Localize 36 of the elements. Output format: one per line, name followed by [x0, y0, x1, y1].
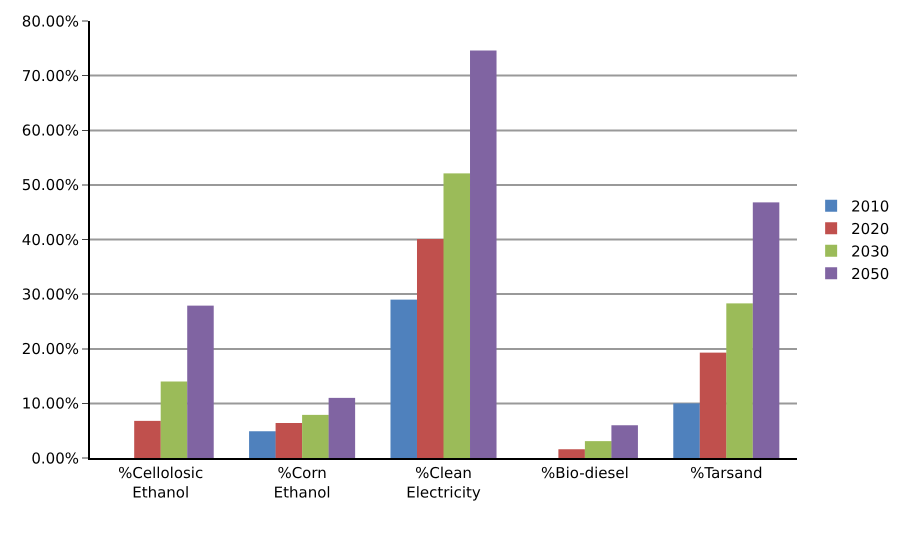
legend-label: 2010 — [851, 198, 890, 216]
bar — [416, 238, 444, 458]
y-tick-label: 60.00% — [22, 122, 79, 140]
bar — [611, 425, 638, 458]
bar — [302, 414, 329, 458]
bar — [249, 431, 276, 458]
x-tick-label: %Cellolosic Ethanol — [118, 464, 204, 502]
bar — [584, 441, 612, 458]
y-tick-label: 0.00% — [31, 449, 79, 468]
bar — [160, 382, 188, 458]
bar — [673, 403, 700, 458]
legend-label: 2030 — [851, 242, 890, 261]
bar — [187, 306, 214, 458]
x-tick-label: %Corn Ethanol — [274, 464, 331, 502]
y-tick-label: 30.00% — [22, 285, 79, 304]
y-tick-label: 70.00% — [22, 66, 79, 85]
y-tick-label: 20.00% — [22, 340, 79, 358]
bar — [276, 423, 302, 458]
bar — [470, 50, 497, 458]
bar — [444, 173, 470, 458]
x-tick-label: %Bio-diesel — [541, 464, 629, 482]
bar — [726, 303, 753, 458]
bar — [390, 300, 417, 458]
x-tick-label: %Clean Electricity — [406, 464, 481, 502]
bar — [700, 352, 726, 458]
bar — [558, 449, 585, 458]
y-tick-label: 10.00% — [22, 394, 79, 413]
y-tick-label: 40.00% — [22, 230, 79, 249]
bar — [328, 398, 356, 458]
bar — [752, 202, 780, 458]
bar — [134, 420, 161, 458]
x-tick-label: %Tarsand — [690, 464, 762, 482]
legend-label: 2050 — [851, 265, 890, 284]
y-tick-label: 50.00% — [22, 176, 79, 194]
y-tick-label: 80.00% — [22, 12, 79, 30]
legend-label: 2020 — [851, 220, 890, 238]
